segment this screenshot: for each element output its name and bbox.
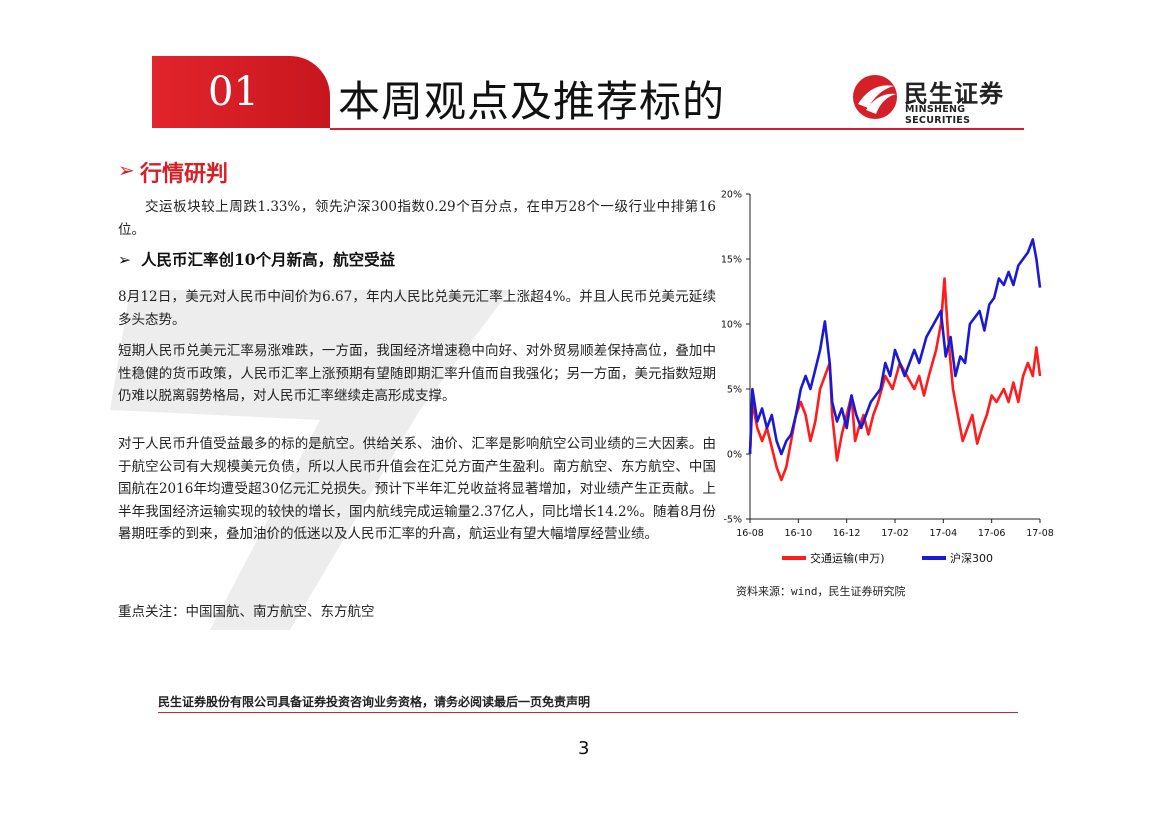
legend-label: 沪深300 xyxy=(950,551,993,565)
legend-label: 交通运输(申万) xyxy=(810,551,885,565)
x-tick-label: 17-02 xyxy=(881,528,909,539)
x-tick-label: 16-12 xyxy=(833,528,861,539)
x-tick-label: 17-04 xyxy=(930,528,958,539)
subheading: ➢ 人民币汇率创10个月新高，航空受益 xyxy=(118,248,395,270)
logo-text-cn: 民生证券 xyxy=(904,80,1004,108)
footer-disclaimer: 民生证券股份有限公司具备证券投资咨询业务资格，请务必阅读最后一页免责声明 xyxy=(158,695,591,709)
title-underline xyxy=(330,128,1024,130)
x-tick-label: 16-10 xyxy=(785,528,813,539)
x-tick-label: 17-08 xyxy=(1026,528,1054,539)
page-title: 本周观点及推荐标的 xyxy=(338,77,726,126)
y-tick-label: 0% xyxy=(727,450,742,461)
company-logo: 民生证券 MINSHENG SECURITIES xyxy=(852,72,1032,126)
section-arrow-icon: ➢ xyxy=(118,158,135,182)
x-tick-label: 16-08 xyxy=(736,528,764,539)
y-tick-label: 20% xyxy=(721,190,742,201)
subheading-text: 人民币汇率创10个月新高，航空受益 xyxy=(141,250,396,269)
subheading-arrow-icon: ➢ xyxy=(118,251,131,269)
paragraph-market-summary: 交运板块较上周跌1.33%，领先沪深300指数0.29个百分点，在申万28个一级… xyxy=(118,199,716,238)
paragraph-fx-rate: 8月12日，美元对人民币中间价为6.67，年内人民比兑美元汇率上涨超4%。并且人… xyxy=(118,289,716,328)
performance-line-chart: 20% 15% 10% 5% 0% -5% 16-08 16-10 16-12 17-02 17-0… xyxy=(721,190,1054,566)
y-tick-label: -5% xyxy=(724,515,743,526)
chart-source: 资料来源：wind，民生证券研究院 xyxy=(736,585,906,598)
watermark-logo xyxy=(110,290,510,630)
page-number: 3 xyxy=(578,738,590,759)
section-number: 01 xyxy=(208,69,259,115)
series-line-csi300 xyxy=(748,238,1042,456)
footer-divider xyxy=(158,712,1018,713)
minsheng-logo-icon xyxy=(853,75,897,119)
section-title: 行情研判 xyxy=(140,162,229,187)
y-tick-label: 5% xyxy=(727,385,742,396)
y-tick-label: 15% xyxy=(721,255,742,266)
paragraph-aviation: 对于人民币升值受益最多的标的是航空。供给关系、油价、汇率是影响航空公司业绩的三大… xyxy=(118,436,716,542)
y-tick-label: 10% xyxy=(721,320,742,331)
focus-stocks: 重点关注：中国国航、南方航空、东方航空 xyxy=(118,604,375,620)
paragraph-fx-outlook: 短期人民币兑美元汇率易涨难跌，一方面，我国经济增速稳中向好、对外贸易顺差保持高位… xyxy=(118,343,716,404)
section-number-tab: 01 xyxy=(152,56,330,128)
series-line-transport xyxy=(748,277,1042,482)
x-tick-label: 17-06 xyxy=(978,528,1006,539)
logo-text-en: MINSHENG SECURITIES xyxy=(905,104,971,126)
